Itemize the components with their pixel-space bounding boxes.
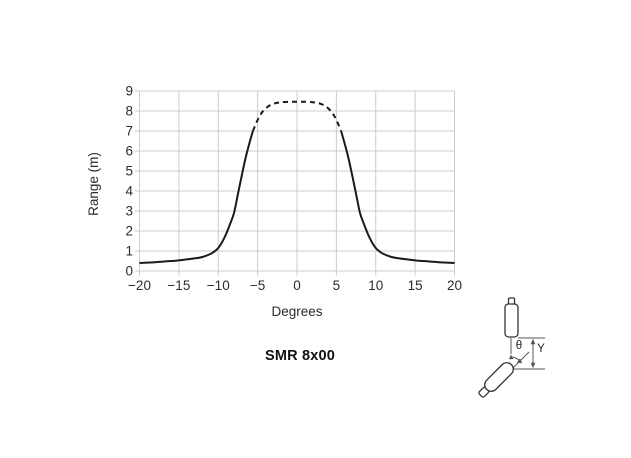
- y-tick-label: 6: [125, 144, 133, 159]
- y-tick-label: 4: [125, 184, 133, 199]
- x-tick-label: −15: [167, 278, 190, 293]
- y-tick-label: 9: [125, 84, 133, 99]
- chart-caption: SMR 8x00: [264, 348, 336, 364]
- y-dimension-arrow-down: [530, 362, 536, 369]
- angle-arc-arrow-top: [508, 354, 514, 360]
- y-dimension-arrow-up: [530, 338, 536, 345]
- y-tick-label: 8: [125, 104, 133, 119]
- vertical-cylinder: [504, 297, 519, 338]
- x-tick-label: 0: [293, 278, 301, 293]
- range-solid-left: [139, 130, 254, 264]
- x-tick-label: 15: [408, 278, 423, 293]
- y-distance-label: Y: [537, 343, 545, 355]
- range-solid-right: [340, 130, 455, 264]
- x-tick-label: −5: [250, 278, 265, 293]
- y-tick-label: 7: [125, 124, 133, 139]
- sensor-geometry-diagram: θ Y: [478, 297, 545, 398]
- x-tick-label: 20: [447, 278, 462, 293]
- y-tick-label: 1: [125, 244, 133, 259]
- x-tick-label: −20: [128, 278, 151, 293]
- y-tick-label: 2: [125, 224, 133, 239]
- x-tick-label: 10: [368, 278, 383, 293]
- angle-arc-arrow-bottom: [516, 358, 523, 364]
- y-tick-label: 0: [125, 264, 133, 279]
- x-tick-label: 5: [333, 278, 341, 293]
- chart-plot-area: 0 1 2 3 4 5 6 7 8 9 −20 −15 −10 −5 0 5 10 15 20: [125, 84, 462, 293]
- theta-label: θ: [516, 340, 522, 352]
- tilted-cylinder-body: [484, 362, 514, 392]
- tilted-sensor-cylinder: [478, 362, 514, 398]
- x-tick-label: −10: [207, 278, 230, 293]
- x-axis-label: Degrees: [271, 304, 322, 319]
- y-tick-label: 5: [125, 164, 133, 179]
- vertical-cylinder-body: [504, 303, 519, 338]
- range-peak-dashed: [251, 100, 343, 132]
- y-tick-label: 3: [125, 204, 133, 219]
- y-axis-label: Range (m): [86, 152, 101, 216]
